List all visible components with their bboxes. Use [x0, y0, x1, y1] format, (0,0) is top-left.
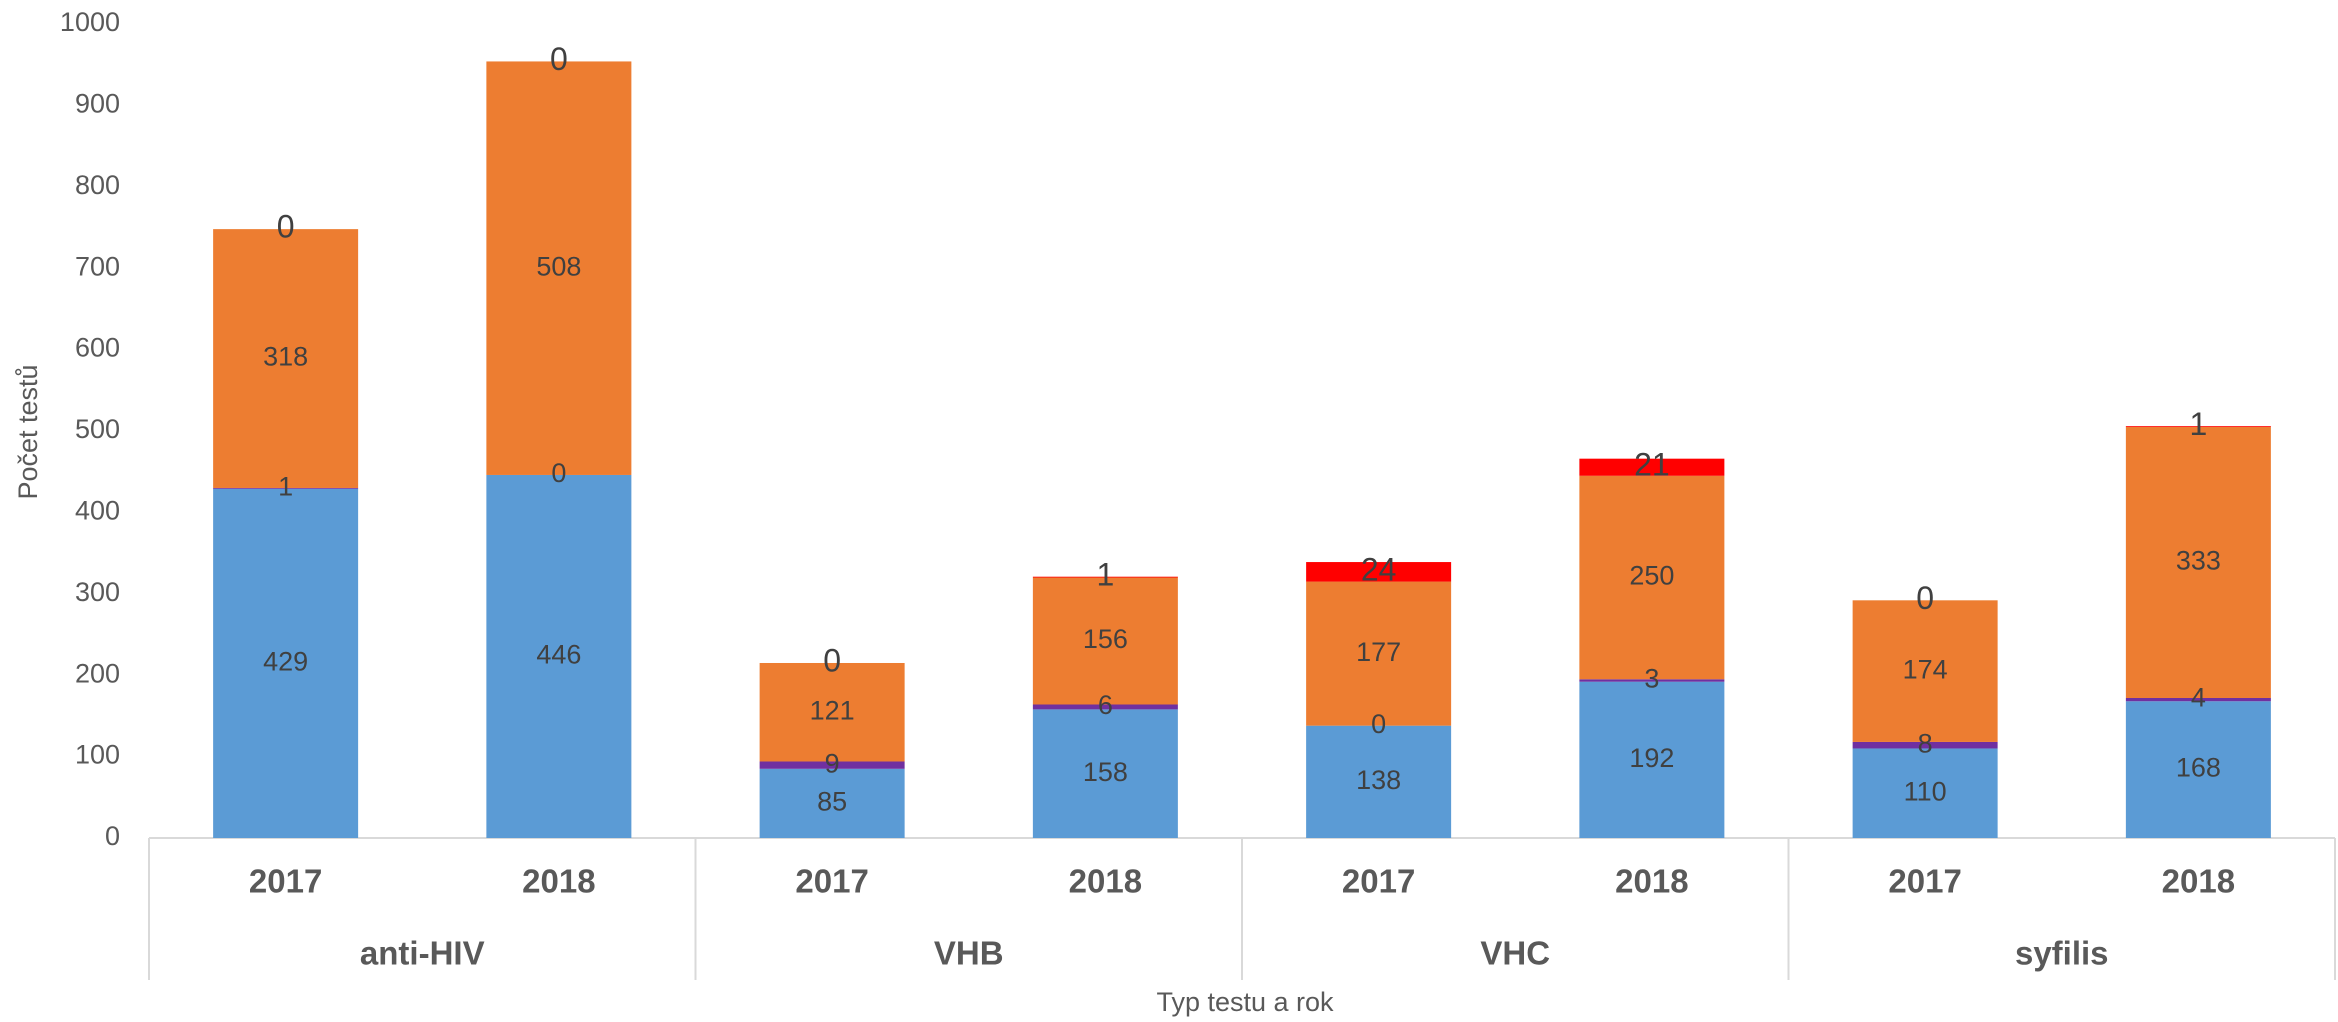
y-tick-label: 800: [75, 170, 120, 200]
bar-segment: [1579, 458, 1725, 476]
group-label: VHB: [934, 935, 1004, 972]
bar-segment: [1579, 681, 1725, 838]
data-label: 8: [1918, 728, 1933, 758]
x-tick-label: 2017: [1888, 863, 1961, 900]
y-tick-label: 500: [75, 414, 120, 444]
bar-segment: [1852, 748, 1998, 838]
y-tick-label: 300: [75, 577, 120, 607]
group-label: VHC: [1480, 935, 1550, 972]
data-label: 21: [1634, 447, 1670, 483]
bar-segment: [1306, 581, 1452, 726]
x-tick-label: 2018: [1615, 863, 1688, 900]
bar-segment: [759, 768, 905, 838]
bar-segment: [2125, 426, 2271, 698]
bar-segment: [2125, 701, 2271, 838]
x-tick-label: 2018: [2162, 863, 2235, 900]
bar-segment: [759, 761, 905, 769]
data-label: 1: [1096, 557, 1114, 593]
bar-segment: [1852, 600, 1998, 742]
data-label: 0: [1371, 709, 1386, 739]
bar-segment: [1032, 577, 1178, 705]
data-label: 192: [1629, 743, 1674, 773]
x-axis-label: Typ testu a rok: [1156, 987, 1334, 1017]
y-tick-label: 100: [75, 740, 120, 770]
data-label: 0: [551, 458, 566, 488]
y-tick-label: 1000: [60, 7, 120, 37]
data-label: 0: [550, 41, 568, 77]
y-tick-label: 400: [75, 496, 120, 526]
data-label: 0: [823, 642, 841, 678]
data-label: 138: [1356, 765, 1401, 795]
data-label: 158: [1083, 757, 1128, 787]
bar-segment: [1032, 576, 1178, 578]
data-label: 24: [1361, 551, 1397, 587]
bar-segment: [1032, 704, 1178, 710]
data-label: 333: [2176, 546, 2221, 576]
x-tick-label: 2018: [522, 863, 595, 900]
bar-segment: [1306, 562, 1452, 582]
bar-segment: [1579, 475, 1725, 680]
y-tick-label: 0: [105, 821, 120, 851]
data-label: 0: [1916, 580, 1934, 616]
y-axis-label: Počet testů: [13, 364, 43, 499]
bar-segment: [1032, 709, 1178, 838]
data-label: 318: [263, 342, 308, 372]
bar-segment: [759, 662, 905, 762]
data-label: 6: [1098, 690, 1113, 720]
data-label: 446: [536, 640, 581, 670]
data-label: 1: [2189, 406, 2207, 442]
group-label: anti-HIV: [360, 935, 485, 972]
x-tick-label: 2017: [249, 863, 322, 900]
data-label: 121: [810, 695, 855, 725]
data-label: 250: [1629, 561, 1674, 591]
y-tick-label: 200: [75, 658, 120, 688]
y-tick-label: 600: [75, 333, 120, 363]
data-label: 156: [1083, 624, 1128, 654]
x-tick-label: 2017: [795, 863, 868, 900]
bar-segment: [1852, 741, 1998, 749]
data-label: 508: [536, 251, 581, 281]
data-label: 177: [1356, 637, 1401, 667]
data-label: 174: [1903, 654, 1948, 684]
data-label: 85: [817, 787, 847, 817]
bar-segment: [2125, 697, 2271, 702]
data-label: 110: [1904, 776, 1947, 806]
bar-segment: [486, 61, 632, 475]
y-tick-label: 900: [75, 89, 120, 119]
bar-segment: [213, 229, 359, 488]
bar-segment: [486, 474, 632, 838]
data-label: 1: [278, 472, 293, 502]
data-label: 429: [263, 647, 308, 677]
data-label: 168: [2176, 753, 2221, 783]
bar-segment: [1306, 725, 1452, 838]
bar-segment: [2125, 426, 2271, 427]
x-tick-label: 2017: [1342, 863, 1415, 900]
bar-segment: [213, 488, 359, 838]
bar-segment: [1579, 679, 1725, 682]
x-tick-label: 2018: [1069, 863, 1142, 900]
data-label: 4: [2191, 683, 2206, 713]
data-label: 3: [1644, 664, 1659, 694]
data-label: 9: [825, 748, 840, 778]
bar-segment: [213, 487, 359, 489]
y-tick-label: 700: [75, 251, 120, 281]
data-label: 0: [277, 209, 295, 245]
group-label: syfilis: [2015, 935, 2109, 972]
